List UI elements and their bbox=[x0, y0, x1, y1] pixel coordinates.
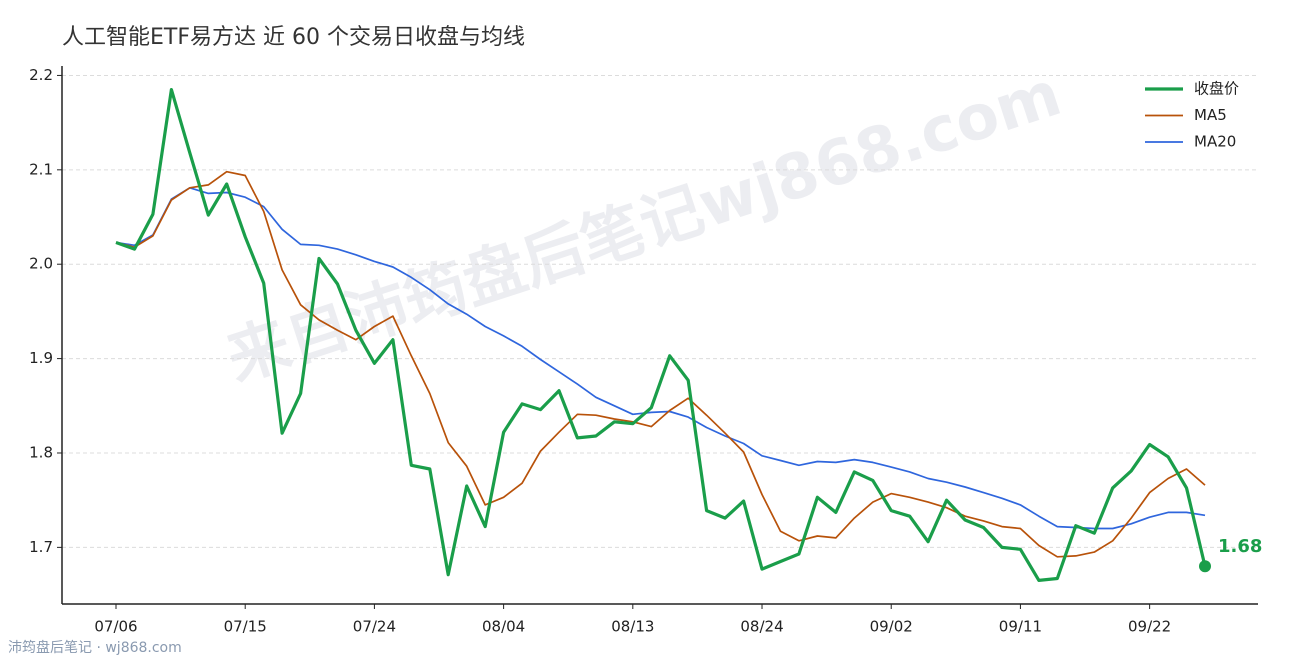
legend-label: 收盘价 bbox=[1194, 80, 1239, 98]
series-line bbox=[115, 186, 1206, 530]
data-label: 1.68 bbox=[1218, 536, 1262, 557]
y-tick-label: 2.0 bbox=[29, 255, 53, 273]
end-point bbox=[1199, 560, 1211, 573]
y-tick-label: 1.7 bbox=[29, 538, 53, 556]
x-tick-label: 07/24 bbox=[353, 618, 396, 636]
series-line bbox=[115, 88, 1207, 582]
series-line bbox=[115, 170, 1206, 558]
y-tick-label: 1.8 bbox=[29, 443, 53, 461]
x-tick-label: 07/06 bbox=[94, 618, 137, 636]
watermark: 来自沛筠盘后笔记wj868.com bbox=[218, 56, 1069, 395]
footer: 沛筠盘后笔记 · wj868.com bbox=[8, 639, 182, 656]
x-tick-label: 09/11 bbox=[999, 618, 1042, 636]
y-tick-label: 1.9 bbox=[29, 349, 53, 367]
y-tick-label: 2.2 bbox=[29, 66, 53, 84]
y-tick-label: 2.1 bbox=[29, 160, 53, 178]
x-tick-label: 07/15 bbox=[224, 618, 267, 636]
legend-label: MA20 bbox=[1194, 133, 1236, 151]
x-tick-label: 08/24 bbox=[740, 618, 783, 636]
x-tick-label: 08/13 bbox=[611, 618, 654, 636]
x-tick-label: 09/22 bbox=[1128, 618, 1171, 636]
x-tick-label: 09/02 bbox=[870, 618, 913, 636]
chart-title: 人工智能ETF易方达 近 60 个交易日收盘与均线 bbox=[62, 25, 525, 50]
x-tick-label: 08/04 bbox=[482, 618, 525, 636]
legend-label: MA5 bbox=[1194, 106, 1227, 124]
